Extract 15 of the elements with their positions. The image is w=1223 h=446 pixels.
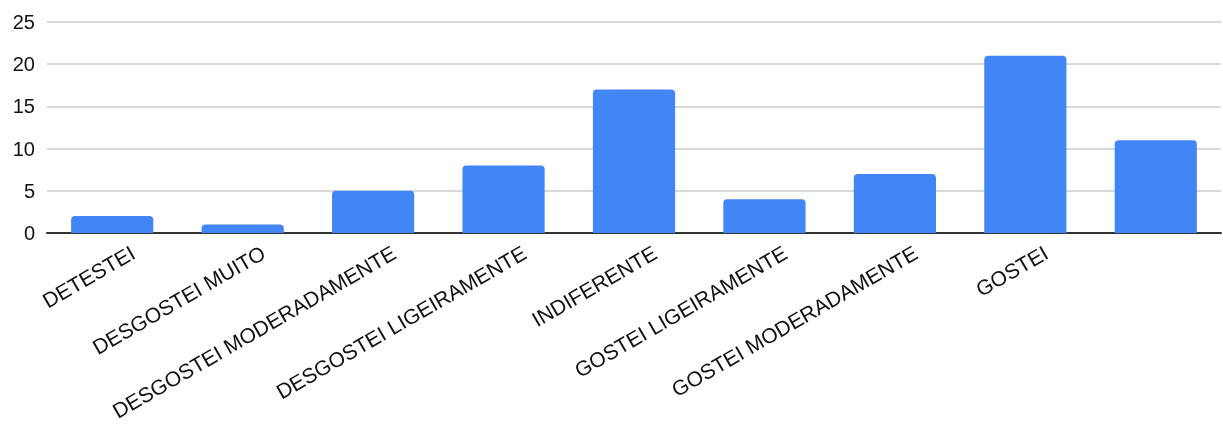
y-tick-label: 10 [12,137,35,160]
bar [71,216,154,233]
y-tick-label: 25 [12,11,35,33]
bar [984,55,1067,233]
y-tick-label: 15 [12,95,35,118]
bar [462,165,545,233]
bar [201,224,284,233]
y-tick-label: 5 [23,179,35,202]
bar [853,173,936,233]
bar [723,199,806,233]
y-tick-label: 0 [23,222,35,244]
bar [1114,140,1197,233]
y-tick-label: 20 [12,53,35,76]
bar [332,190,415,233]
bar [592,89,676,233]
